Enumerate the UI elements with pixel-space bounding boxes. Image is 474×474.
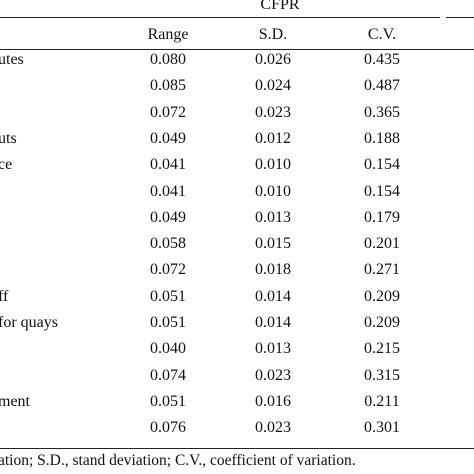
cell-sd: 0.010 (255, 183, 291, 200)
cell-cv: 0.188 (364, 130, 400, 147)
row-label: ff (0, 288, 9, 305)
cell-sd: 0.013 (255, 209, 291, 226)
cell-cv: 0.365 (364, 104, 400, 121)
cell-cv: 0.154 (364, 156, 400, 173)
cell-sd: 0.012 (255, 130, 291, 147)
cell-sd: 0.026 (255, 51, 291, 68)
cell-range: 0.051 (150, 393, 186, 410)
cell-cv: 0.215 (364, 340, 400, 357)
row-label: ce (0, 156, 13, 173)
cell-range: 0.058 (150, 235, 186, 252)
cell-range: 0.072 (150, 261, 186, 278)
cell-cv: 0.435 (364, 51, 400, 68)
cell-sd: 0.014 (255, 288, 291, 305)
cell-cv: 0.301 (364, 419, 400, 436)
header-rule (0, 49, 474, 50)
cell-range: 0.049 (150, 209, 186, 226)
cell-range: 0.080 (150, 51, 186, 68)
row-label: for quays (0, 314, 58, 331)
cell-sd: 0.010 (255, 156, 291, 173)
cell-sd: 0.024 (255, 77, 291, 94)
column-header-sd: S.D. (258, 26, 288, 43)
cell-sd: 0.014 (255, 314, 291, 331)
cell-sd: 0.015 (255, 235, 291, 252)
cell-cv: 0.179 (364, 209, 400, 226)
row-label: uts (0, 130, 17, 147)
cell-sd: 0.023 (255, 367, 291, 384)
cell-range: 0.076 (150, 419, 186, 436)
top-rule-right (446, 17, 474, 18)
cell-cv: 0.271 (364, 261, 400, 278)
cell-cv: 0.201 (364, 235, 400, 252)
column-header-range: Range (147, 26, 189, 43)
cell-range: 0.085 (150, 77, 186, 94)
cell-range: 0.041 (150, 183, 186, 200)
cell-cv: 0.209 (364, 288, 400, 305)
cell-range: 0.051 (150, 314, 186, 331)
cell-range: 0.074 (150, 367, 186, 384)
group-header-cfpr: CFPR (260, 0, 300, 13)
bottom-rule (0, 448, 474, 449)
top-rule-left (0, 17, 440, 18)
cell-range: 0.040 (150, 340, 186, 357)
row-label: ment (0, 393, 30, 410)
row-label: utes (0, 51, 24, 68)
cell-range: 0.051 (150, 288, 186, 305)
cell-cv: 0.487 (364, 77, 400, 94)
cell-sd: 0.023 (255, 419, 291, 436)
cell-cv: 0.154 (364, 183, 400, 200)
cell-sd: 0.016 (255, 393, 291, 410)
cell-cv: 0.211 (364, 393, 400, 410)
cell-sd: 0.018 (255, 261, 291, 278)
cell-cv: 0.315 (364, 367, 400, 384)
cell-cv: 0.209 (364, 314, 400, 331)
cell-sd: 0.023 (255, 104, 291, 121)
cell-range: 0.041 (150, 156, 186, 173)
cell-sd: 0.013 (255, 340, 291, 357)
cell-range: 0.049 (150, 130, 186, 147)
table-footnote: ation; S.D., stand deviation; C.V., coef… (0, 452, 356, 469)
cell-range: 0.072 (150, 104, 186, 121)
column-header-cv: C.V. (367, 26, 397, 43)
